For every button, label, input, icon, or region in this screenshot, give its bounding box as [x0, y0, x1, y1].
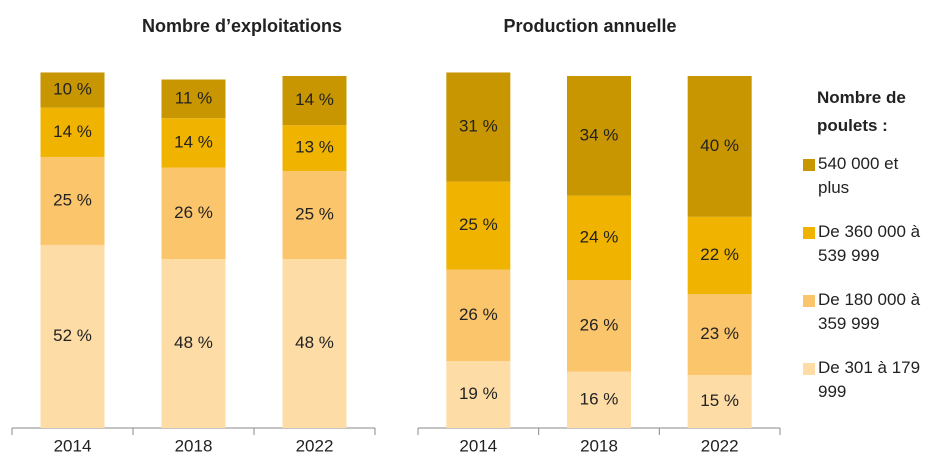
value-label: 48 %: [295, 333, 334, 352]
value-label: 26 %: [174, 203, 213, 222]
value-label: 52 %: [53, 326, 92, 345]
bar-segment: [282, 125, 347, 172]
x-tick-label: 2022: [701, 436, 739, 455]
bar-segment: [446, 269, 511, 362]
value-label: 13 %: [295, 138, 334, 157]
legend-label: 540 000 et plus: [818, 154, 899, 197]
legend-item: De 360 000 à 539 999: [803, 220, 928, 268]
value-label: 48 %: [174, 333, 213, 352]
bar-segment: [161, 167, 226, 260]
value-label: 19 %: [459, 384, 498, 403]
legend-item: De 301 à 179 999: [803, 356, 928, 404]
bar-segment: [40, 244, 105, 428]
value-label: 14 %: [53, 122, 92, 141]
value-label: 34 %: [580, 125, 619, 144]
legend-label: De 180 000 à 359 999: [818, 290, 921, 333]
legend: Nombre de poulets : 540 000 et plus De 36…: [803, 84, 928, 424]
bar-segment: [161, 79, 226, 119]
bar-segment: [282, 259, 347, 428]
bar-segment: [687, 76, 752, 217]
bar-segment: [567, 280, 631, 372]
bar-segment: [567, 76, 631, 196]
bar-segment: [161, 259, 226, 428]
bar-segment: [40, 107, 105, 157]
bar-segment: [446, 361, 511, 428]
x-tick-label: 2014: [54, 436, 92, 455]
x-tick-label: 2022: [296, 436, 334, 455]
legend-swatch: [803, 159, 815, 171]
legend-title: Nombre de poulets :: [817, 88, 906, 135]
bar-segment: [161, 118, 226, 168]
value-label: 10 %: [53, 80, 92, 99]
bar-segment: [687, 294, 752, 376]
legend-item: De 180 000 à 359 999: [803, 288, 928, 336]
bar-segment: [282, 76, 347, 126]
legend-swatch: [803, 363, 815, 375]
bar-segment: [567, 195, 631, 281]
value-label: 14 %: [174, 132, 213, 151]
value-label: 22 %: [700, 245, 739, 264]
bar-segment: [567, 371, 631, 428]
value-label: 25 %: [53, 190, 92, 209]
bar-segment: [446, 181, 511, 270]
value-label: 15 %: [700, 391, 739, 410]
value-label: 16 %: [580, 389, 619, 408]
bar-segment: [40, 72, 105, 108]
legend-swatch: [803, 295, 815, 307]
x-tick-label: 2014: [459, 436, 497, 455]
bar-segment: [446, 72, 511, 182]
value-label: 40 %: [700, 136, 739, 155]
legend-swatch: [803, 227, 815, 239]
chart-title: Nombre d’exploitations: [142, 16, 342, 36]
value-label: 26 %: [459, 305, 498, 324]
x-tick-label: 2018: [580, 436, 618, 455]
value-label: 14 %: [295, 90, 334, 109]
bar-segment: [40, 156, 105, 245]
value-label: 24 %: [580, 227, 619, 246]
value-label: 11 %: [175, 88, 213, 107]
value-label: 26 %: [580, 315, 619, 334]
legend-label: De 360 000 à 539 999: [818, 222, 921, 265]
legend-item: 540 000 et plus: [803, 152, 928, 200]
bar-segment: [687, 375, 752, 428]
bar-segment: [687, 216, 752, 295]
bar-segment: [282, 171, 347, 260]
value-label: 23 %: [700, 324, 739, 343]
x-tick-label: 2018: [175, 436, 213, 455]
value-label: 25 %: [459, 215, 498, 234]
legend-label: De 301 à 179 999: [818, 358, 921, 401]
value-label: 25 %: [295, 205, 334, 224]
value-label: 31 %: [459, 117, 498, 136]
chart-title: Production annuelle: [503, 16, 676, 36]
